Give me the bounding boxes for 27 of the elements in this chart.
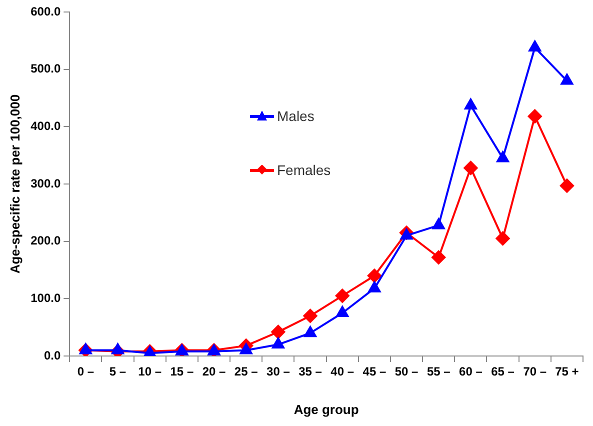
x-tick-label: 35 – bbox=[298, 364, 322, 379]
x-tick-label: 60 – bbox=[459, 364, 483, 379]
x-tick-label: 50 – bbox=[394, 364, 419, 379]
x-tick-label: 0 – bbox=[77, 364, 94, 379]
x-tick-label: 20 – bbox=[202, 364, 226, 379]
x-tick-label: 55 – bbox=[426, 364, 451, 379]
x-tick-label: 25 – bbox=[234, 364, 258, 379]
y-tick-label: 400.0 bbox=[30, 118, 61, 133]
x-axis-title: Age group bbox=[294, 402, 359, 417]
x-tick-label: 30 – bbox=[266, 364, 290, 379]
legend-label: Females bbox=[277, 162, 331, 178]
x-tick-label: 40 – bbox=[330, 364, 354, 379]
y-tick-label: 200.0 bbox=[30, 234, 61, 248]
x-tick-label: 45 – bbox=[362, 364, 386, 379]
y-tick-label: 0.0 bbox=[44, 348, 61, 362]
y-tick-label: 300.0 bbox=[30, 176, 61, 190]
x-tick-label: 10 – bbox=[138, 364, 162, 379]
y-axis-title: Age-specific rate per 100,000 bbox=[7, 94, 22, 274]
y-tick-label: 100.0 bbox=[30, 290, 61, 305]
legend-label: Males bbox=[277, 108, 314, 124]
x-tick-label: 75 + bbox=[555, 364, 579, 379]
x-tick-label: 70 – bbox=[523, 364, 547, 379]
x-tick-label: 5 – bbox=[109, 364, 126, 379]
y-tick-label: 500.0 bbox=[30, 62, 61, 76]
x-tick-label: 65 – bbox=[491, 364, 515, 379]
y-tick-label: 600.0 bbox=[30, 4, 61, 18]
x-tick-label: 15 – bbox=[170, 364, 194, 379]
